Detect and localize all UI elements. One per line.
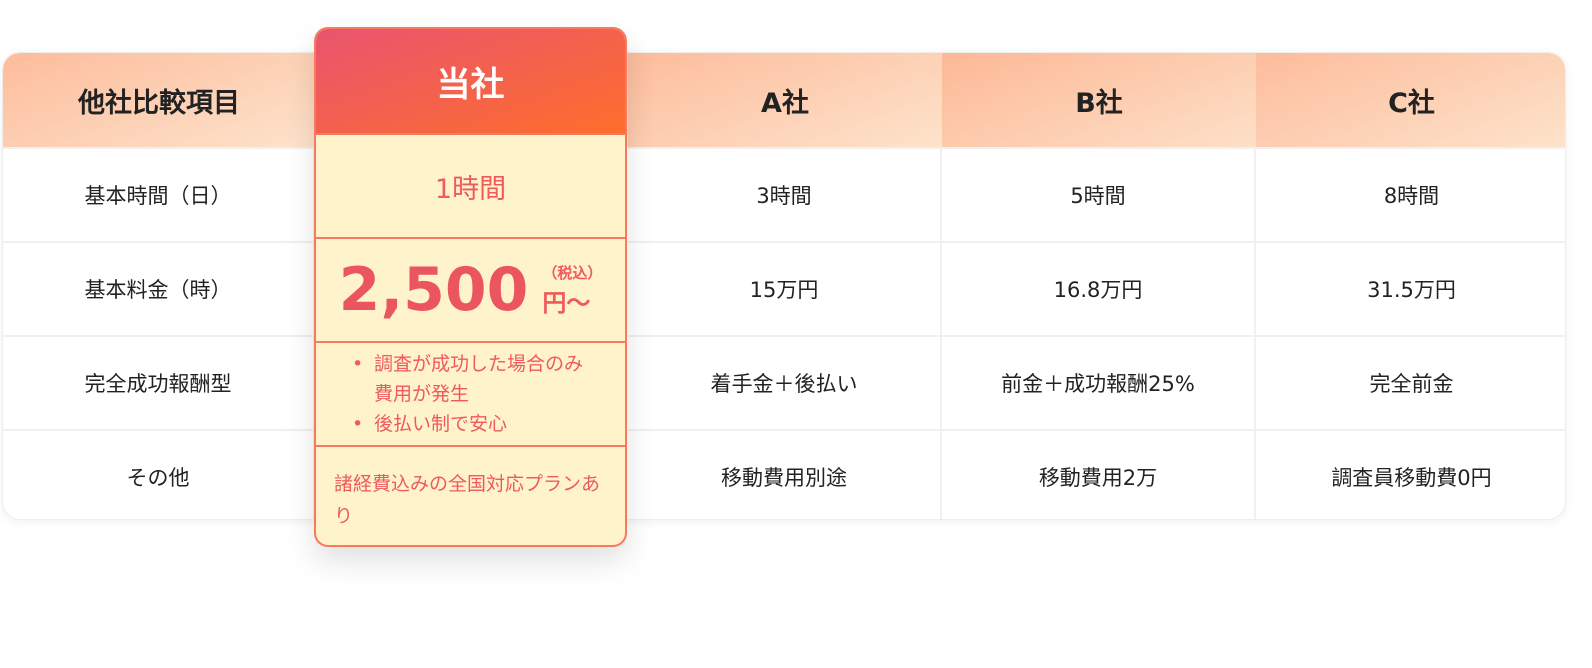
header-b: B社 xyxy=(942,53,1256,147)
header-item: 他社比較項目 xyxy=(3,53,315,147)
cell-a: 移動費用別途 xyxy=(628,429,942,519)
cell-c: 31.5万円 xyxy=(1256,241,1565,335)
cell-b: 5時間 xyxy=(942,147,1256,241)
bullet-item: 調査が成功した場合のみ費用が発生 xyxy=(352,349,595,409)
cell-a: 着手金＋後払い xyxy=(628,335,942,429)
row-label: 基本時間（日） xyxy=(3,147,315,241)
cell-c: 8時間 xyxy=(1256,147,1565,241)
ours-fee-type: 調査が成功した場合のみ費用が発生 後払い制で安心 xyxy=(316,341,625,445)
ours-basic-time: 1時間 xyxy=(316,133,625,237)
price-value: 2,500 xyxy=(338,255,529,325)
cell-b: 移動費用2万 xyxy=(942,429,1256,519)
header-a: A社 xyxy=(628,53,942,147)
row-label: 基本料金（時） xyxy=(3,241,315,335)
bullet-item: 後払い制で安心 xyxy=(352,409,595,439)
cell-b: 16.8万円 xyxy=(942,241,1256,335)
cell-a: 15万円 xyxy=(628,241,942,335)
our-company-card: 当社 1時間 2,500 （税込） 円〜 調査が成功した場合のみ費用が発生 後払… xyxy=(314,27,627,547)
price-unit-group: （税込） 円〜 xyxy=(542,262,602,318)
cell-b: 前金＋成功報酬25% xyxy=(942,335,1256,429)
price-unit: 円〜 xyxy=(542,289,591,317)
tax-label: （税込） xyxy=(542,264,603,282)
cell-a: 3時間 xyxy=(628,147,942,241)
header-ours: 当社 xyxy=(316,29,625,133)
row-label: 完全成功報酬型 xyxy=(3,335,315,429)
cell-c: 調査員移動費0円 xyxy=(1256,429,1565,519)
header-c: C社 xyxy=(1256,53,1565,147)
row-label: その他 xyxy=(3,429,315,519)
ours-price: 2,500 （税込） 円〜 xyxy=(316,237,625,341)
cell-c: 完全前金 xyxy=(1256,335,1565,429)
ours-other: 諸経費込みの全国対応プランあり xyxy=(316,445,625,545)
comparison-table: 他社比較項目 A社 B社 C社 基本時間（日） 3時間 5時間 8時間 基本料金… xyxy=(2,52,1566,520)
